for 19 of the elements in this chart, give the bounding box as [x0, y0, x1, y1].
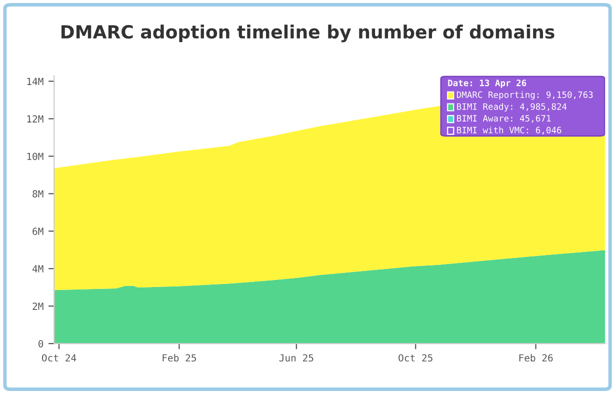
x-tick-label: Jun 25 [279, 354, 314, 362]
y-tick-label: 2M [32, 302, 44, 310]
x-tick-label: Oct 24 [42, 354, 76, 362]
annotation: Date: 13 Apr 26 [448, 80, 526, 88]
y-tick-label: 8M [32, 190, 44, 198]
y-tick-label: 0 [38, 340, 44, 348]
x-tick-label: Feb 25 [162, 354, 196, 362]
chart-title: DMARC adoption timeline by number of domains [61, 24, 554, 42]
x-tick-label: Oct 25 [398, 354, 432, 362]
y-tick-label: 14M [27, 78, 44, 85]
annotation: BIMI Aware: 45,671 [457, 114, 551, 123]
y-tick-label: 6M [32, 228, 44, 236]
annotation: BIMI Ready: 4,985,824 [457, 103, 567, 112]
y-tick-label: 10M [27, 152, 44, 160]
y-tick-label: 4M [32, 265, 44, 272]
annotation: DMARC Reporting: 9,150,763 [456, 91, 593, 100]
y-tick-label: 12M [27, 115, 44, 122]
annotation: BIMI with VMC: 6,046 [457, 126, 562, 135]
x-tick-label: Feb 26 [519, 354, 553, 362]
